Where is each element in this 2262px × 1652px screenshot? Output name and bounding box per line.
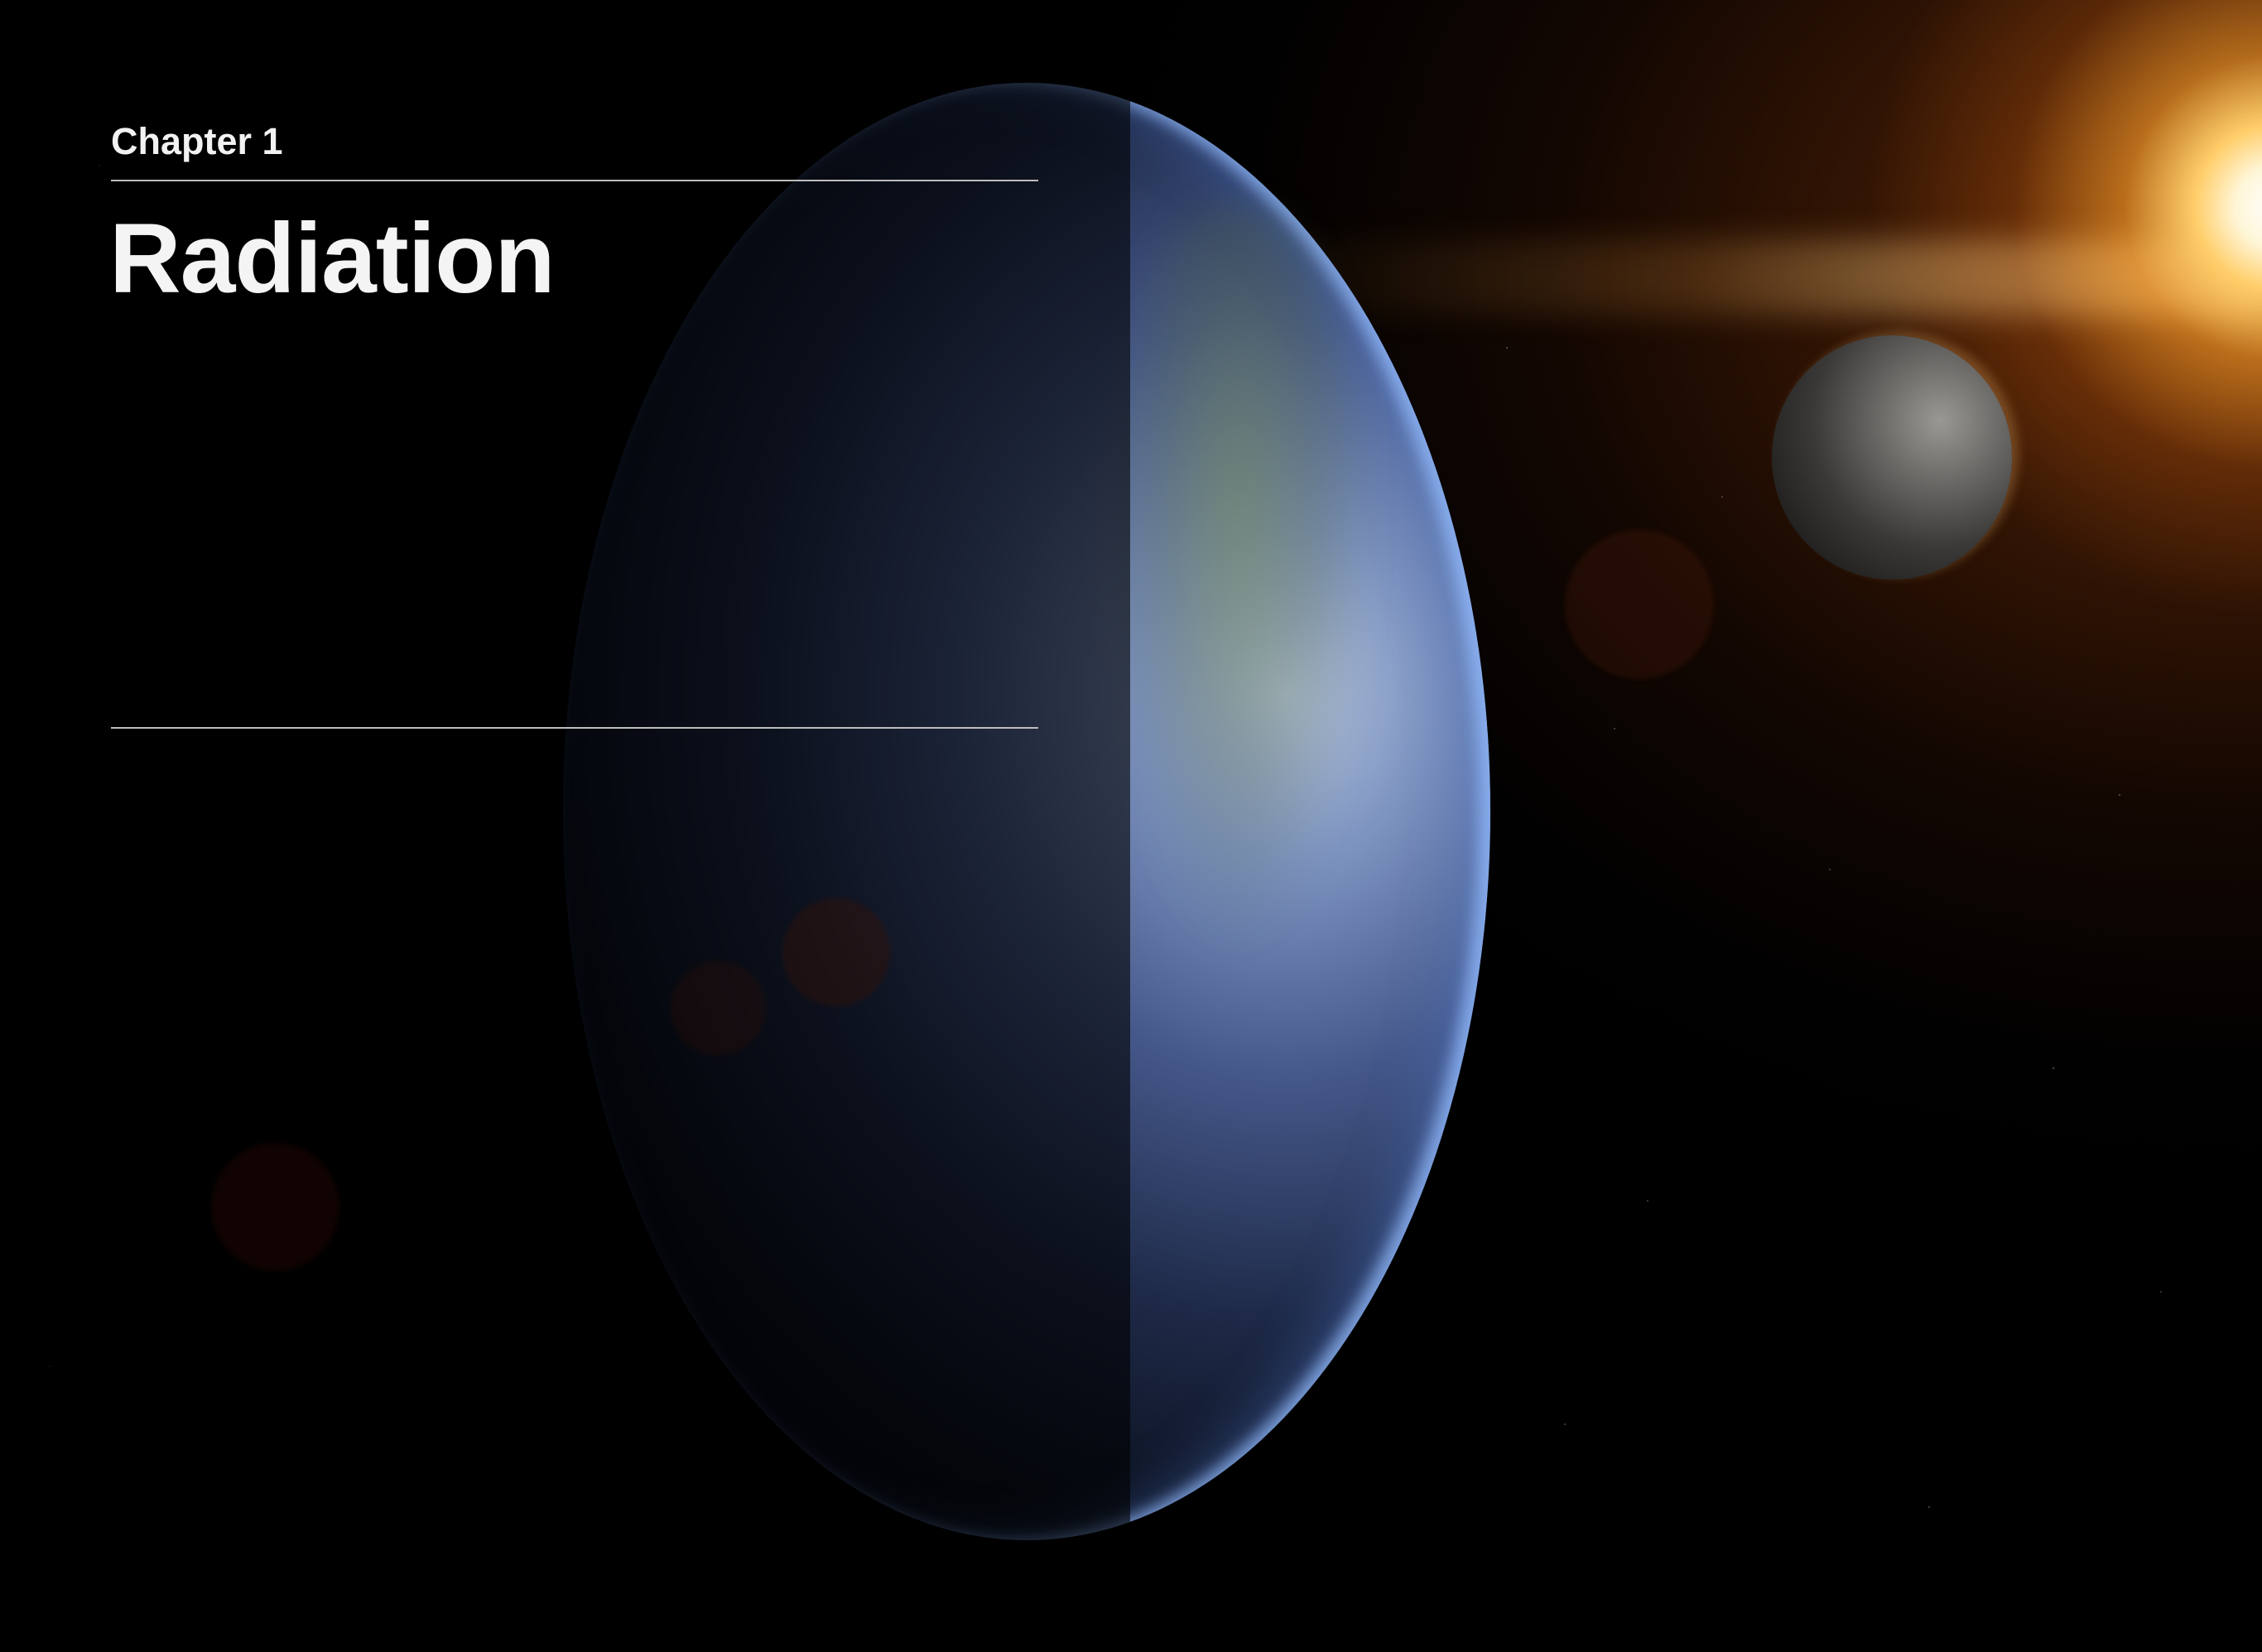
earth-landmass [1101,207,1374,952]
lens-flare [1565,530,1714,679]
chapter-title: Radiation [109,203,556,314]
text-overlay-panel [0,0,1130,1652]
top-divider [111,180,1038,181]
chapter-label: Chapter 1 [111,120,283,162]
bottom-divider [111,727,1038,729]
moon-icon [1772,335,2012,580]
